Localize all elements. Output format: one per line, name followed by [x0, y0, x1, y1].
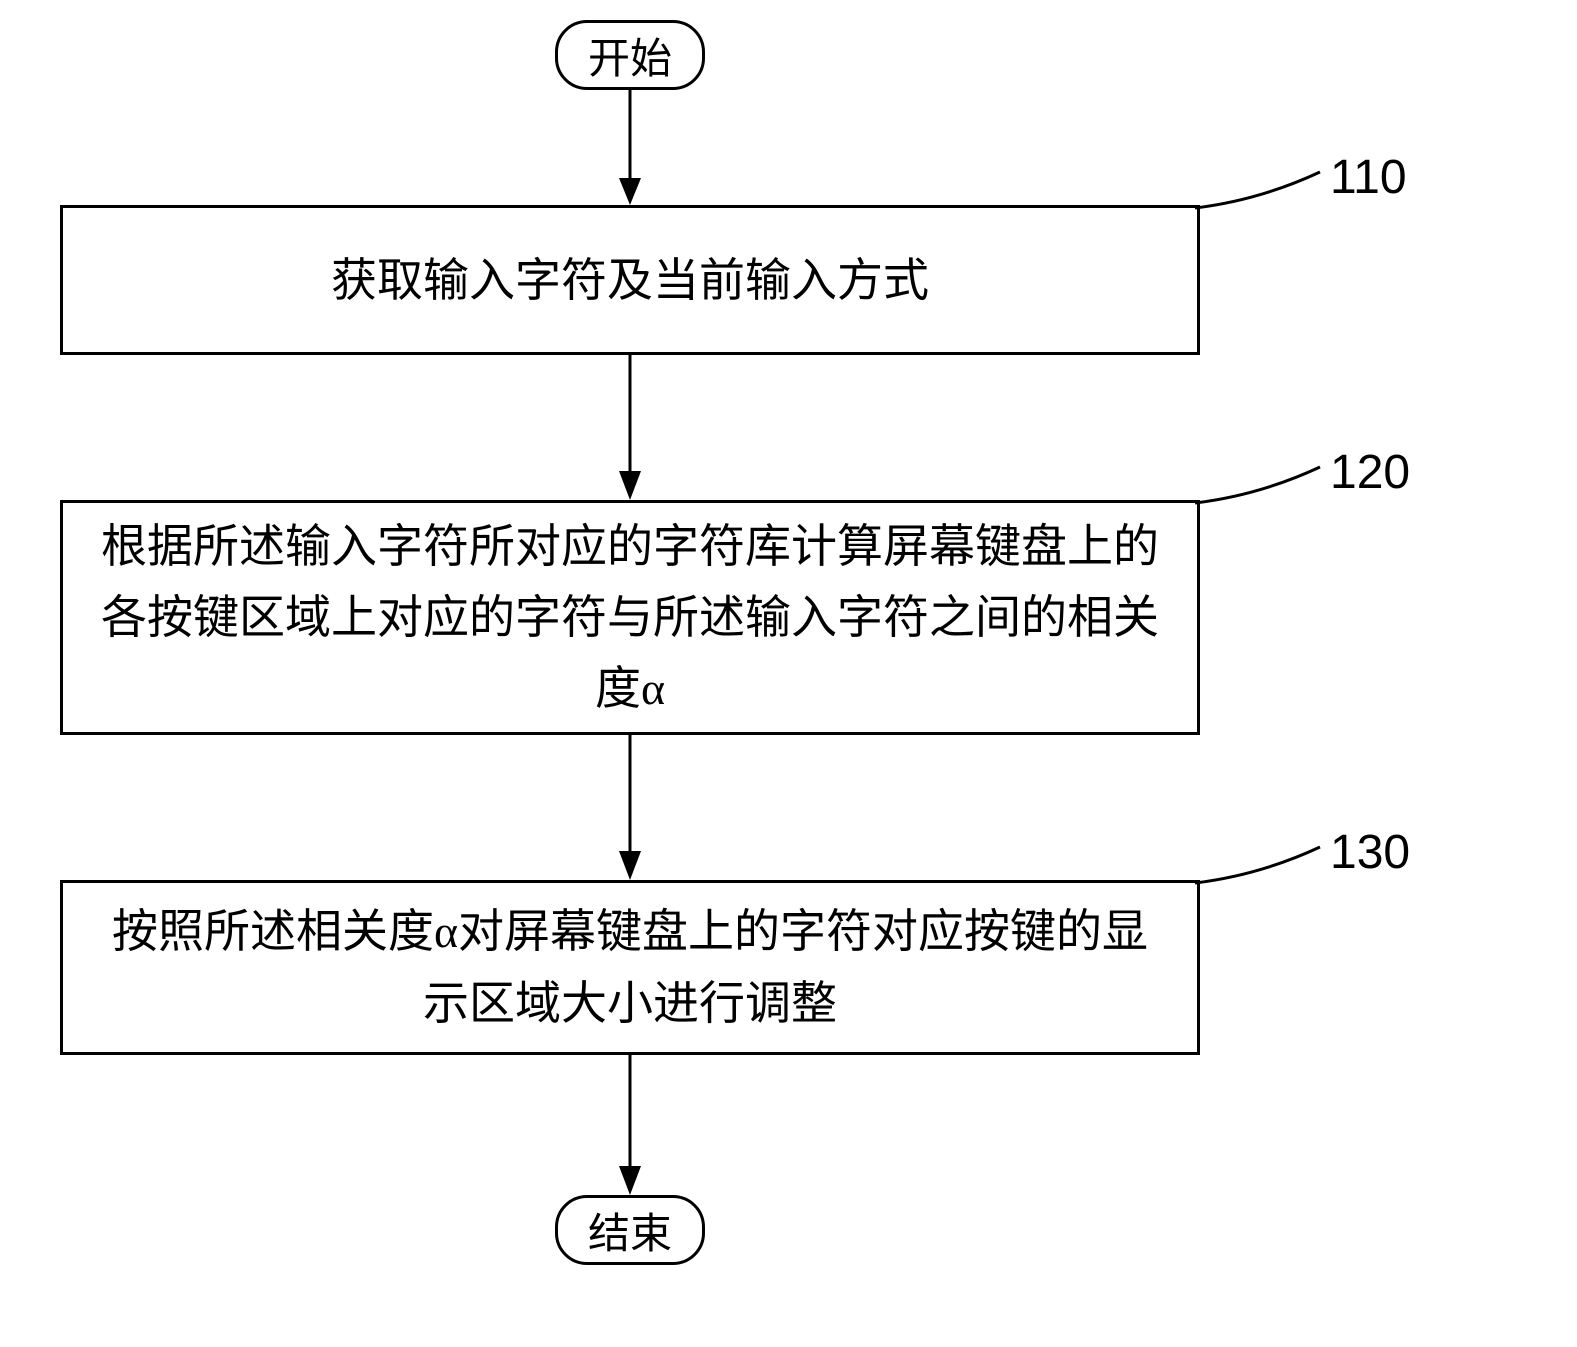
- end-label: 结束: [588, 1200, 672, 1261]
- ref-label-130: 130: [1330, 825, 1410, 880]
- start-label: 开始: [588, 25, 672, 86]
- process-120-text: 根据所述输入字符所对应的字符库计算屏幕键盘上的各按键区域上对应的字符与所述输入字…: [100, 511, 1160, 725]
- process-120: 根据所述输入字符所对应的字符库计算屏幕键盘上的各按键区域上对应的字符与所述输入字…: [60, 500, 1200, 735]
- end-node: 结束: [555, 1195, 705, 1265]
- edge-start-110: [618, 90, 642, 205]
- process-110: 获取输入字符及当前输入方式: [60, 205, 1200, 355]
- start-node: 开始: [555, 20, 705, 90]
- ref-label-110: 110: [1330, 150, 1407, 205]
- edge-130-end: [618, 1055, 642, 1195]
- edge-110-120: [618, 355, 642, 500]
- process-130: 按照所述相关度α对屏幕键盘上的字符对应按键的显示区域大小进行调整: [60, 880, 1200, 1055]
- ref-label-120: 120: [1330, 445, 1410, 500]
- process-110-text: 获取输入字符及当前输入方式: [331, 246, 929, 315]
- flowchart-canvas: 开始 获取输入字符及当前输入方式 110 根据所述输入字符所对应的字符库计算屏幕…: [0, 0, 1577, 1347]
- edge-120-130: [618, 735, 642, 880]
- process-130-text: 按照所述相关度α对屏幕键盘上的字符对应按键的显示区域大小进行调整: [100, 896, 1160, 1039]
